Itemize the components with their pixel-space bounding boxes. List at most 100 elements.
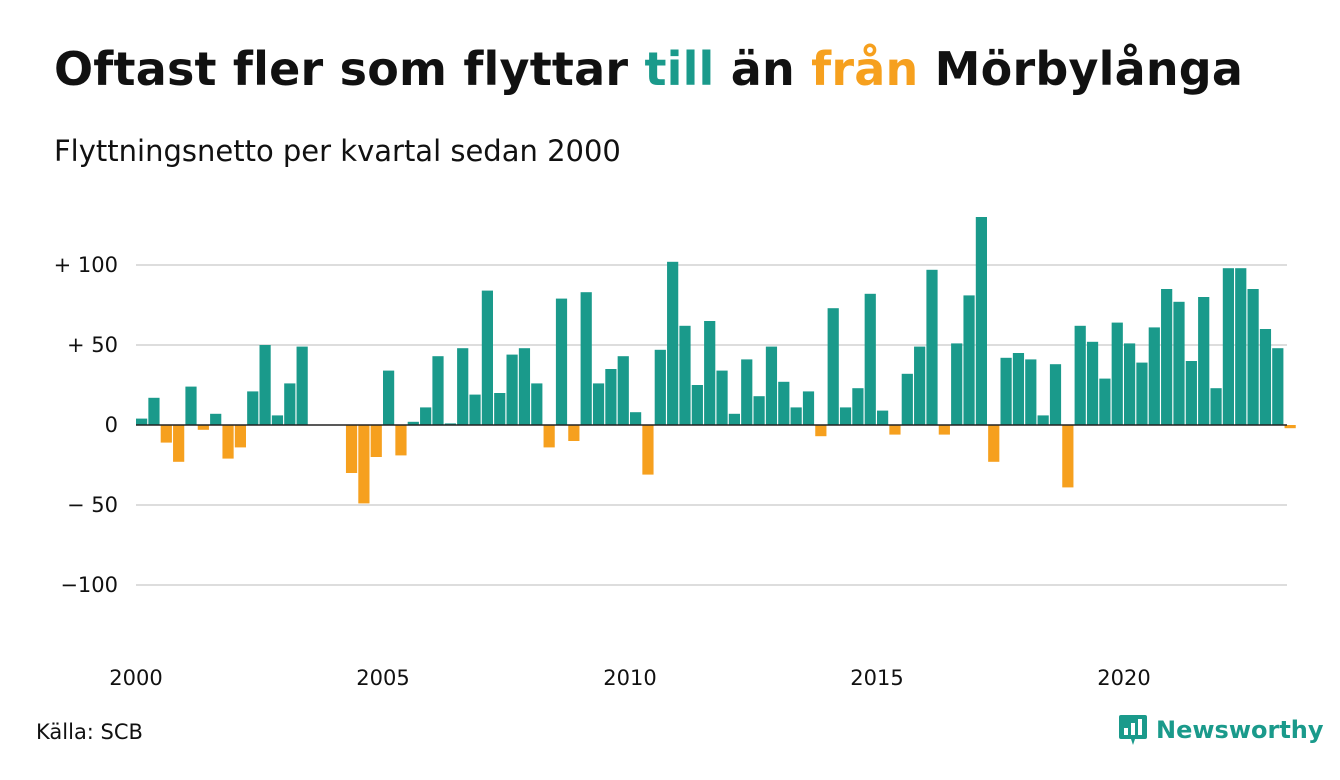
bar [605,369,617,425]
bar [1173,301,1185,425]
x-tick-label: 2010 [603,666,656,690]
bar-chart: + 100 + 50 0 − 50 −100 2000 2005 2010 2015 2020 [54,217,1296,690]
bar [790,407,802,425]
bar [741,359,753,425]
bar [531,383,543,425]
y-tick-label: + 50 [67,333,118,357]
bar [704,321,716,425]
source-note: Källa: SCB [36,720,143,744]
chart-subtitle: Flyttningsnetto per kvartal sedan 2000 [54,134,621,168]
bar [914,346,926,425]
bar [963,295,975,425]
bar [630,412,642,425]
bar [1210,388,1222,425]
bar [1259,329,1272,425]
bar [481,290,493,425]
y-tick-label: − 50 [67,493,118,517]
bar [185,386,197,425]
brand-name: Newsworthy [1156,716,1324,744]
bar [839,407,852,425]
bar [1074,325,1086,425]
bar [555,298,568,425]
bar [889,425,901,435]
bar [506,354,518,425]
brand-logo: Newsworthy [1118,713,1324,747]
bar [815,425,827,437]
bar [654,349,666,425]
title-part-2: än [714,42,812,96]
bar [753,396,765,425]
bar [222,425,234,459]
bar [988,425,1000,462]
bar [518,348,531,425]
title-word-to: till [644,42,715,96]
bar [667,261,679,425]
title-part-1: Oftast fler som flyttar [54,42,645,96]
bar [210,413,222,425]
bar [494,393,506,425]
bar [284,383,296,425]
bar [1012,353,1025,425]
bar [1062,425,1074,488]
bar [827,308,839,425]
bar [457,348,469,425]
bar [1124,343,1136,425]
bar [259,345,271,425]
chart-title: Oftast fler som flyttar till än från Mör… [54,42,1243,96]
bar [728,413,740,425]
bar [160,425,172,443]
bar [938,425,950,435]
bar [148,397,160,425]
bar [370,425,382,457]
bar [395,425,407,456]
bar [1000,357,1012,425]
bar [716,370,728,425]
bar [802,391,815,425]
bar [197,425,209,430]
bar [975,217,987,425]
bar [432,356,444,425]
bar [926,269,938,425]
bar [1099,378,1111,425]
bar [1161,289,1173,425]
bar [407,421,419,425]
bar [1198,297,1210,425]
bar [1222,268,1234,425]
bar [580,292,592,425]
bar [247,391,259,425]
bar [765,346,778,425]
bar [1025,359,1037,425]
bar [901,373,913,425]
y-tick-label: −100 [60,573,118,597]
x-tick-label: 2015 [850,666,903,690]
bar [1111,322,1123,425]
bar [136,418,148,425]
bar [1272,348,1284,425]
y-tick-label: 0 [105,413,118,437]
bar [1049,364,1062,425]
bar [1284,425,1296,429]
bar [1235,268,1247,425]
title-part-3: Mörbylånga [918,42,1244,96]
bar [778,381,790,425]
title-word-from: från [811,42,919,96]
bar [679,325,691,425]
bar [444,423,456,425]
bar [617,356,629,425]
bar [1185,361,1197,425]
bar [296,346,308,425]
y-tick-label: + 100 [54,253,118,277]
bar [691,385,703,425]
bar [592,383,605,425]
bar [271,415,284,425]
bar [469,394,481,425]
bar [951,343,963,425]
bar [1086,341,1099,425]
bar [1148,327,1160,425]
bar [358,425,370,504]
bar [234,425,246,448]
bar [1037,415,1049,425]
bar [852,388,864,425]
bar [543,425,555,448]
x-tick-label: 2020 [1097,666,1150,690]
